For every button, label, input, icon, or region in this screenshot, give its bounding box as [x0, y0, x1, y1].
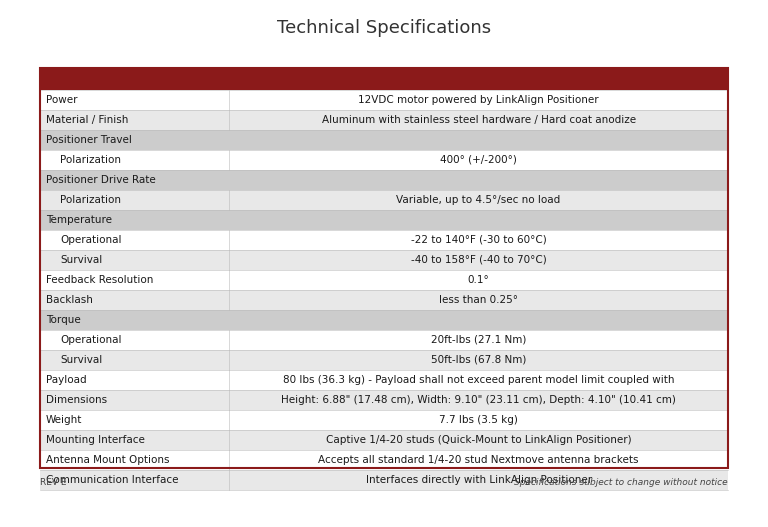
Bar — [40, 350, 728, 370]
Bar — [40, 68, 728, 468]
Text: 20ft-lbs (27.1 Nm): 20ft-lbs (27.1 Nm) — [431, 335, 526, 345]
Text: Backlash: Backlash — [46, 295, 93, 305]
Bar — [40, 330, 728, 350]
Text: 50ft-lbs (67.8 Nm): 50ft-lbs (67.8 Nm) — [431, 355, 526, 365]
Text: -22 to 140°F (-30 to 60°C): -22 to 140°F (-30 to 60°C) — [411, 235, 547, 245]
Text: Survival: Survival — [60, 355, 102, 365]
Text: Payload: Payload — [46, 375, 87, 385]
Text: Technical Specifications: Technical Specifications — [277, 19, 491, 37]
Text: Height: 6.88" (17.48 cm), Width: 9.10" (23.11 cm), Depth: 4.10" (10.41 cm): Height: 6.88" (17.48 cm), Width: 9.10" (… — [281, 395, 676, 405]
Bar — [40, 110, 728, 130]
Text: Power: Power — [46, 95, 78, 105]
Text: Aluminum with stainless steel hardware / Hard coat anodize: Aluminum with stainless steel hardware /… — [322, 115, 636, 125]
Text: Positioner Travel: Positioner Travel — [46, 135, 132, 145]
Text: Positioner Drive Rate: Positioner Drive Rate — [46, 175, 156, 185]
Text: Antenna Mount Options: Antenna Mount Options — [46, 455, 170, 465]
Bar — [40, 270, 728, 290]
Text: 0.1°: 0.1° — [468, 275, 489, 285]
Text: Weight: Weight — [46, 415, 82, 425]
Text: Operational: Operational — [60, 235, 121, 245]
Text: Dimensions: Dimensions — [46, 395, 107, 405]
Text: Mounting Interface: Mounting Interface — [46, 435, 145, 445]
Text: Polarization: Polarization — [60, 195, 121, 205]
Bar — [40, 90, 728, 110]
Text: REV E: REV E — [40, 478, 67, 487]
Text: Material / Finish: Material / Finish — [46, 115, 128, 125]
Bar — [40, 190, 728, 210]
Text: Interfaces directly with LinkAlign Positioner: Interfaces directly with LinkAlign Posit… — [366, 475, 591, 485]
Bar — [40, 450, 728, 470]
Text: Feedback Resolution: Feedback Resolution — [46, 275, 154, 285]
Bar — [40, 430, 728, 450]
Text: Accepts all standard 1/4-20 stud Nextmove antenna brackets: Accepts all standard 1/4-20 stud Nextmov… — [319, 455, 639, 465]
Bar — [40, 130, 728, 150]
Bar — [40, 390, 728, 410]
Bar — [40, 210, 728, 230]
Bar — [40, 68, 728, 90]
Bar — [40, 470, 728, 490]
Bar — [40, 310, 728, 330]
Text: less than 0.25°: less than 0.25° — [439, 295, 518, 305]
Bar — [40, 370, 728, 390]
Bar — [40, 250, 728, 270]
Bar — [40, 150, 728, 170]
Text: Temperature: Temperature — [46, 215, 112, 225]
Text: Variable, up to 4.5°/sec no load: Variable, up to 4.5°/sec no load — [396, 195, 561, 205]
Text: Specifications subject to change without notice: Specifications subject to change without… — [515, 478, 728, 487]
Text: Torque: Torque — [46, 315, 81, 325]
Bar — [40, 230, 728, 250]
Text: Communication Interface: Communication Interface — [46, 475, 178, 485]
Bar — [40, 410, 728, 430]
Text: Survival: Survival — [60, 255, 102, 265]
Text: TECHNICAL SPECIFICATIONS - LinkAlign-360POL-10: TECHNICAL SPECIFICATIONS - LinkAlign-360… — [225, 74, 543, 84]
Bar — [40, 290, 728, 310]
Text: 7.7 lbs (3.5 kg): 7.7 lbs (3.5 kg) — [439, 415, 518, 425]
Text: -40 to 158°F (-40 to 70°C): -40 to 158°F (-40 to 70°C) — [411, 255, 547, 265]
Text: 12VDC motor powered by LinkAlign Positioner: 12VDC motor powered by LinkAlign Positio… — [359, 95, 599, 105]
Text: 80 lbs (36.3 kg) - Payload shall not exceed parent model limit coupled with: 80 lbs (36.3 kg) - Payload shall not exc… — [283, 375, 674, 385]
Text: 400° (+/-200°): 400° (+/-200°) — [440, 155, 517, 165]
Text: Operational: Operational — [60, 335, 121, 345]
Bar — [40, 170, 728, 190]
Text: Captive 1/4-20 studs (Quick-Mount to LinkAlign Positioner): Captive 1/4-20 studs (Quick-Mount to Lin… — [326, 435, 631, 445]
Text: Polarization: Polarization — [60, 155, 121, 165]
